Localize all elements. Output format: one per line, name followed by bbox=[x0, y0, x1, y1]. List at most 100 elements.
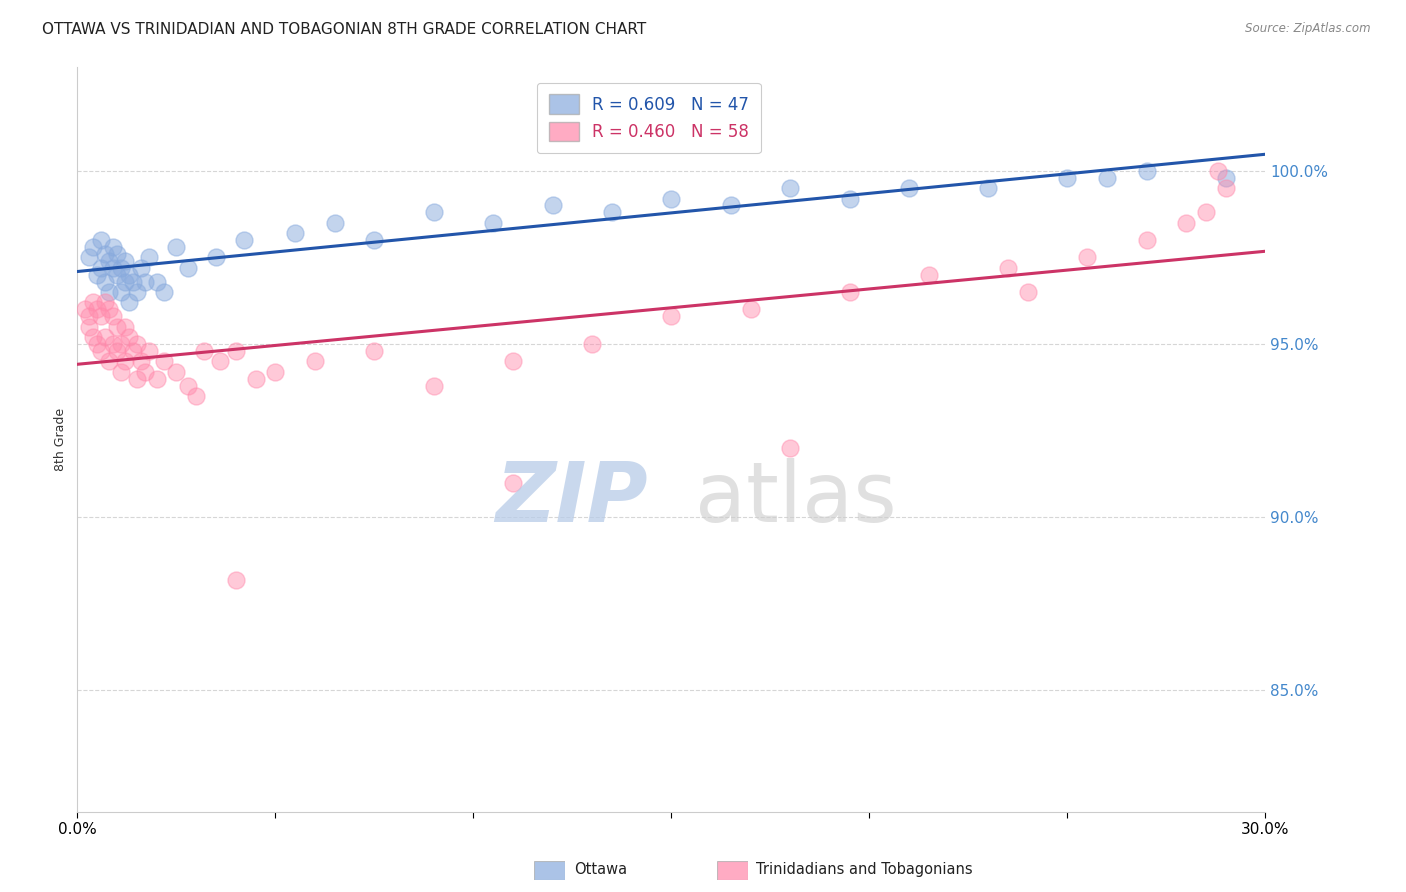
Point bbox=[101, 337, 124, 351]
Point bbox=[110, 365, 132, 379]
Point bbox=[502, 475, 524, 490]
Point bbox=[101, 260, 124, 275]
Point bbox=[225, 573, 247, 587]
Point bbox=[77, 310, 100, 324]
Point bbox=[1195, 205, 1218, 219]
Point bbox=[1056, 170, 1078, 185]
Point bbox=[541, 198, 564, 212]
Point bbox=[118, 268, 141, 282]
Point bbox=[997, 260, 1019, 275]
Point bbox=[94, 330, 117, 344]
Point bbox=[118, 295, 141, 310]
Point bbox=[1215, 181, 1237, 195]
Point bbox=[94, 247, 117, 261]
Point bbox=[75, 302, 97, 317]
Point bbox=[423, 378, 446, 392]
Point bbox=[245, 372, 267, 386]
Point bbox=[110, 260, 132, 275]
Point bbox=[205, 251, 228, 265]
Point bbox=[153, 354, 176, 368]
Point bbox=[977, 181, 1000, 195]
Point bbox=[779, 441, 801, 455]
Point bbox=[138, 251, 160, 265]
Point bbox=[114, 354, 136, 368]
Point bbox=[661, 192, 683, 206]
Point bbox=[165, 240, 187, 254]
Point bbox=[114, 275, 136, 289]
Point bbox=[110, 337, 132, 351]
Point bbox=[121, 343, 143, 358]
Point bbox=[82, 295, 104, 310]
Point bbox=[838, 285, 860, 299]
Point bbox=[145, 275, 167, 289]
Point bbox=[225, 343, 247, 358]
Point bbox=[82, 240, 104, 254]
Point bbox=[145, 372, 167, 386]
Point bbox=[105, 343, 128, 358]
Point bbox=[86, 268, 108, 282]
Point bbox=[1095, 170, 1118, 185]
Y-axis label: 8th Grade: 8th Grade bbox=[53, 408, 67, 471]
Point bbox=[740, 302, 762, 317]
Point bbox=[423, 205, 446, 219]
Point bbox=[208, 354, 231, 368]
Text: Ottawa: Ottawa bbox=[574, 863, 627, 877]
Point bbox=[502, 354, 524, 368]
Point bbox=[165, 365, 187, 379]
Text: OTTAWA VS TRINIDADIAN AND TOBAGONIAN 8TH GRADE CORRELATION CHART: OTTAWA VS TRINIDADIAN AND TOBAGONIAN 8TH… bbox=[42, 22, 647, 37]
Point bbox=[114, 253, 136, 268]
Point bbox=[125, 337, 148, 351]
Point bbox=[1175, 216, 1198, 230]
Point bbox=[90, 310, 112, 324]
Point bbox=[177, 260, 200, 275]
Point bbox=[134, 275, 156, 289]
Point bbox=[77, 251, 100, 265]
Point bbox=[779, 181, 801, 195]
Point bbox=[1136, 164, 1159, 178]
Point bbox=[177, 378, 200, 392]
Point bbox=[90, 233, 112, 247]
Point bbox=[118, 330, 141, 344]
Legend: R = 0.609   N = 47, R = 0.460   N = 58: R = 0.609 N = 47, R = 0.460 N = 58 bbox=[537, 83, 761, 153]
Text: atlas: atlas bbox=[695, 458, 897, 540]
Point bbox=[121, 275, 143, 289]
Point bbox=[323, 216, 346, 230]
Point bbox=[482, 216, 505, 230]
Text: Trinidadians and Tobagonians: Trinidadians and Tobagonians bbox=[756, 863, 973, 877]
Point bbox=[98, 302, 121, 317]
Point bbox=[90, 260, 112, 275]
Point bbox=[363, 233, 385, 247]
Point bbox=[600, 205, 623, 219]
Point bbox=[98, 253, 121, 268]
Point bbox=[114, 319, 136, 334]
Point bbox=[918, 268, 941, 282]
Text: ZIP: ZIP bbox=[495, 458, 648, 540]
Point bbox=[105, 247, 128, 261]
Point bbox=[86, 337, 108, 351]
Point bbox=[129, 354, 152, 368]
Point bbox=[264, 365, 287, 379]
Point bbox=[193, 343, 215, 358]
Point bbox=[1076, 251, 1098, 265]
Point bbox=[77, 319, 100, 334]
Point bbox=[898, 181, 921, 195]
Point bbox=[105, 268, 128, 282]
Point bbox=[82, 330, 104, 344]
Point bbox=[125, 372, 148, 386]
Point bbox=[1136, 233, 1159, 247]
Point bbox=[125, 285, 148, 299]
Point bbox=[98, 354, 121, 368]
Point bbox=[1017, 285, 1039, 299]
Point bbox=[153, 285, 176, 299]
Point bbox=[661, 310, 683, 324]
Point bbox=[98, 285, 121, 299]
Point bbox=[94, 275, 117, 289]
Point bbox=[105, 319, 128, 334]
Point bbox=[90, 343, 112, 358]
Point bbox=[110, 285, 132, 299]
Point bbox=[304, 354, 326, 368]
Point bbox=[581, 337, 603, 351]
Point bbox=[86, 302, 108, 317]
Point bbox=[284, 226, 307, 240]
Point bbox=[101, 310, 124, 324]
